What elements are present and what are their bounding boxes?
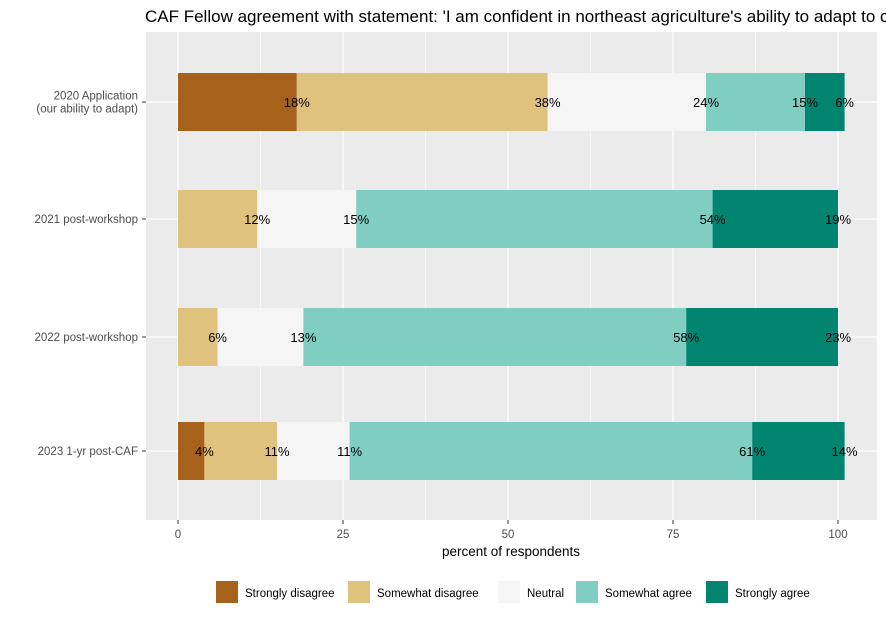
bar-segment: [547, 73, 706, 131]
x-tick-label: 0: [175, 529, 181, 541]
y-tick-label: 2023 1-yr post-CAF: [38, 446, 138, 458]
data-label: 6%: [835, 95, 854, 110]
y-tick-label-line: 2020 Application: [54, 91, 138, 103]
y-tick-label-line: (our ability to adapt): [36, 104, 138, 116]
data-label: 11%: [337, 444, 362, 459]
legend-label: Neutral: [527, 588, 564, 600]
data-label: 38%: [535, 95, 561, 110]
x-tick-label: 50: [502, 529, 515, 541]
legend: Strongly disagree Somewhat disagree Neutra…: [216, 581, 810, 603]
bar-segment: [257, 190, 357, 248]
bar-segment: [178, 190, 258, 248]
bar-segment: [686, 308, 838, 366]
data-label: 12%: [244, 212, 270, 227]
legend-item: Neutral: [498, 581, 564, 603]
data-label: 61%: [739, 444, 765, 459]
y-tick-label: 2022 post-workshop: [34, 332, 138, 344]
bar-series: [178, 73, 845, 480]
legend-label: Strongly disagree: [245, 588, 335, 600]
y-tick-label-line: 2021 post-workshop: [34, 214, 138, 226]
legend-swatch: [498, 581, 520, 603]
data-label: 13%: [290, 330, 316, 345]
y-tick-label: 2020 Application (our ability to adapt): [36, 91, 138, 116]
bar-segment: [752, 422, 845, 480]
bar-segment: [356, 190, 713, 248]
bar-segment: [277, 422, 350, 480]
data-label: 19%: [825, 212, 851, 227]
data-label: 6%: [208, 330, 227, 345]
data-label: 15%: [343, 212, 369, 227]
x-tick-label: 100: [828, 529, 847, 541]
bar-segment: [706, 73, 805, 131]
legend-item: Somewhat disagree: [348, 581, 479, 603]
data-label: 14%: [832, 444, 858, 459]
legend-swatch: [348, 581, 370, 603]
bar-segment: [204, 422, 277, 480]
x-tick-label: 25: [337, 529, 350, 541]
data-label: 18%: [284, 95, 310, 110]
data-labels: 18% 38% 24% 15% 6% 12% 15% 54% 19% 6% 13% 58% 23% 4% 1…: [195, 95, 858, 459]
data-label: 58%: [673, 330, 699, 345]
bar-segment: [712, 190, 838, 248]
bar-segment: [296, 73, 548, 131]
data-label: 23%: [825, 330, 851, 345]
data-label: 15%: [792, 95, 818, 110]
legend-swatch: [576, 581, 598, 603]
legend-item: Somewhat agree: [576, 581, 692, 603]
bar-segment: [303, 308, 687, 366]
legend-swatch: [706, 581, 728, 603]
data-label: 54%: [700, 212, 726, 227]
y-tick-label-line: 2023 1-yr post-CAF: [38, 446, 138, 458]
bar-segment: [178, 73, 297, 131]
x-axis: 0 25 50 75 100: [175, 520, 848, 541]
bar-segment: [217, 308, 304, 366]
data-label: 4%: [195, 444, 214, 459]
bar-segment: [805, 73, 845, 131]
legend-label: Somewhat disagree: [377, 588, 479, 600]
data-label: 24%: [693, 95, 719, 110]
legend-label: Strongly agree: [735, 588, 810, 600]
legend-item: Strongly agree: [706, 581, 810, 603]
x-axis-title: percent of respondents: [442, 544, 580, 559]
bar-segment: [178, 422, 205, 480]
bar-segment: [349, 422, 753, 480]
legend-label: Somewhat agree: [605, 588, 692, 600]
data-label: 11%: [264, 444, 289, 459]
y-tick-label-line: 2022 post-workshop: [34, 332, 138, 344]
legend-swatch: [216, 581, 238, 603]
bar-segment: [178, 308, 218, 366]
legend-item: Strongly disagree: [216, 581, 335, 603]
y-axis: 2020 Application (our ability to adapt)20…: [34, 91, 146, 458]
x-tick-label: 75: [667, 529, 680, 541]
chart-title: CAF Fellow agreement with statement: 'I …: [145, 7, 886, 26]
y-tick-label: 2021 post-workshop: [34, 214, 138, 226]
